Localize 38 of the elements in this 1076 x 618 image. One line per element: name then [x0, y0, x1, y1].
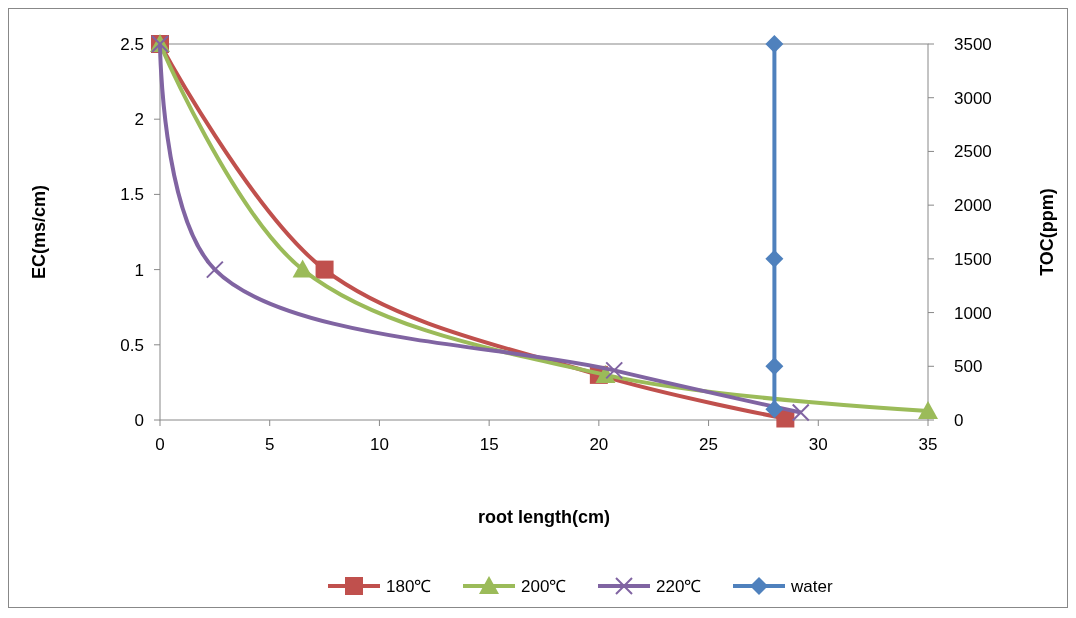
y-tick-label: 0 — [134, 410, 144, 430]
legend-label: 200℃ — [521, 576, 567, 596]
legend-label: 180℃ — [386, 576, 432, 596]
y-tick-label: 1 — [134, 260, 144, 280]
x-tick-label: 10 — [369, 435, 389, 454]
y-tick-label: 2 — [134, 110, 144, 130]
x-tick-label: 20 — [589, 435, 609, 454]
x-axis-title: root length(cm) — [478, 507, 610, 527]
legend-label: water — [790, 576, 833, 596]
y2-tick-label: 2000 — [954, 196, 992, 216]
point — [605, 361, 624, 380]
y-tick-label: 2.5 — [120, 34, 144, 54]
point — [292, 259, 313, 278]
y2-tick-label: 1000 — [954, 303, 992, 323]
x-tick-label: 35 — [918, 435, 938, 454]
y-tick-label: 0.5 — [120, 335, 144, 355]
point — [315, 260, 334, 279]
y2-tick-label: 500 — [954, 357, 983, 377]
point — [765, 400, 784, 419]
x-tick-label: 30 — [808, 435, 828, 454]
x-tick-label: 25 — [699, 435, 719, 454]
y-tick-label: 1.5 — [120, 185, 144, 205]
point — [918, 400, 938, 419]
point — [765, 35, 784, 53]
y2-tick-label: 3000 — [954, 88, 992, 108]
y-axis-title: EC(ms/cm) — [29, 184, 49, 280]
x-tick-label: 0 — [155, 435, 165, 454]
x-tick-label: 5 — [264, 435, 275, 454]
y2-axis-title: TOC(ppm) — [1037, 188, 1057, 276]
x-tick-label: 15 — [479, 435, 499, 454]
point — [791, 403, 810, 422]
point — [765, 249, 784, 268]
y2-tick-label: 3500 — [954, 34, 992, 54]
y2-tick-label: 0 — [954, 410, 964, 430]
point — [765, 357, 784, 376]
y2-tick-label: 2500 — [954, 142, 992, 162]
legend-label: 220℃ — [656, 576, 702, 596]
y2-tick-label: 1500 — [954, 249, 992, 269]
